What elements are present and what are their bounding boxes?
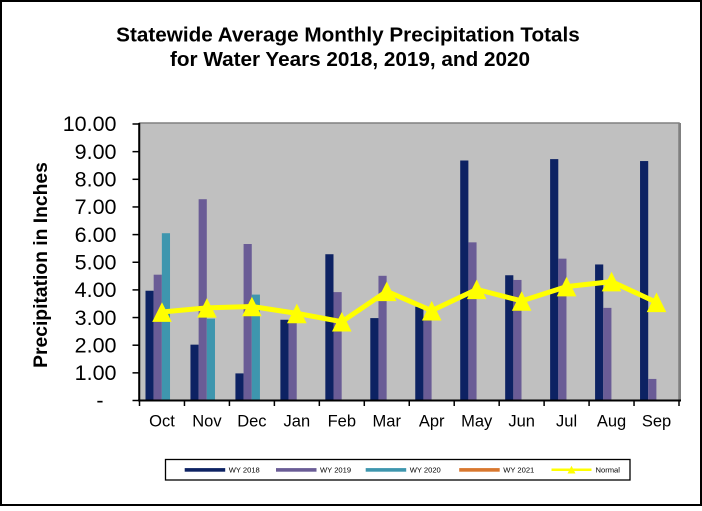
svg-text:Sep: Sep <box>642 412 671 430</box>
svg-text:Apr: Apr <box>419 412 445 430</box>
svg-text:Aug: Aug <box>597 412 626 430</box>
svg-text:Jan: Jan <box>284 412 311 430</box>
svg-text:Oct: Oct <box>149 412 175 430</box>
svg-text:WY 2020: WY 2020 <box>410 466 441 475</box>
svg-text:May: May <box>461 412 493 430</box>
svg-text:2.00: 2.00 <box>75 333 117 357</box>
svg-text:5.00: 5.00 <box>75 250 117 274</box>
svg-text:8.00: 8.00 <box>75 168 117 192</box>
svg-text:Mar: Mar <box>373 412 402 430</box>
svg-text:WY 2018: WY 2018 <box>229 466 260 475</box>
svg-text:Nov: Nov <box>192 412 222 430</box>
svg-text:7.00: 7.00 <box>75 195 117 219</box>
svg-text:WY 2019: WY 2019 <box>320 466 351 475</box>
svg-text:Jun: Jun <box>508 412 535 430</box>
svg-text:Statewide Average Monthly Prec: Statewide Average Monthly Precipitation … <box>116 23 580 46</box>
svg-text:Feb: Feb <box>328 412 356 430</box>
svg-text:6.00: 6.00 <box>75 223 117 247</box>
svg-text:Normal: Normal <box>596 466 621 475</box>
svg-text:for Water Years 2018, 2019, an: for Water Years 2018, 2019, and 2020 <box>170 48 530 71</box>
svg-text:1.00: 1.00 <box>75 361 117 385</box>
svg-text:-: - <box>96 389 103 413</box>
svg-text:WY 2021: WY 2021 <box>503 466 534 475</box>
svg-text:Dec: Dec <box>237 412 266 430</box>
svg-text:9.00: 9.00 <box>75 140 117 164</box>
svg-text:Jul: Jul <box>556 412 577 430</box>
svg-text:4.00: 4.00 <box>75 278 117 302</box>
svg-text:10.00: 10.00 <box>63 112 117 136</box>
svg-text:3.00: 3.00 <box>75 306 117 330</box>
svg-text:Precipitation in Inches: Precipitation in Inches <box>31 162 52 368</box>
